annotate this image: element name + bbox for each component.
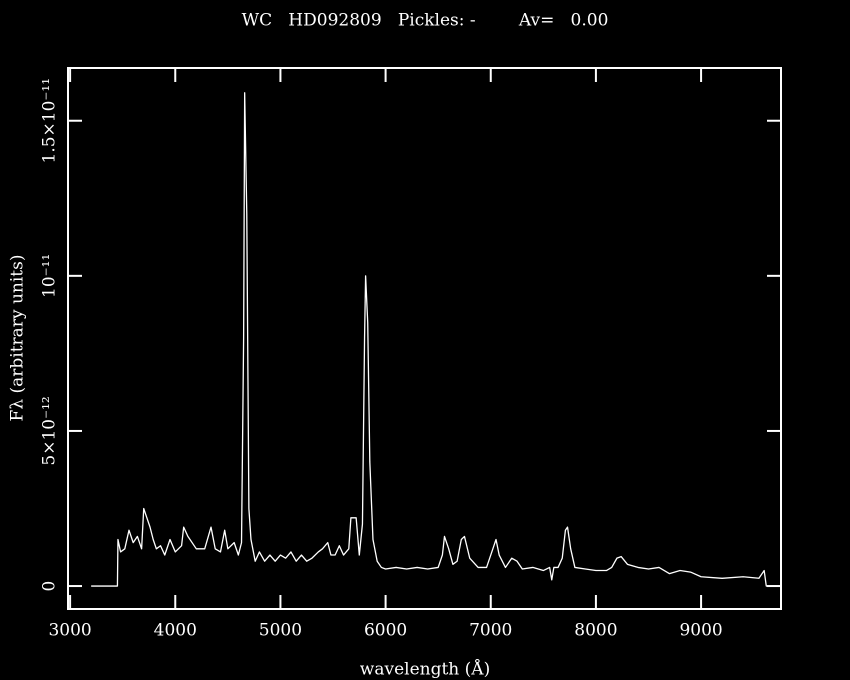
x-axis-label: wavelength (Å) (360, 659, 490, 680)
x-tick-label: 9000 (679, 621, 722, 641)
y-tick-label: 5×10⁻¹² (40, 396, 60, 465)
plot-frame (67, 67, 782, 610)
x-tick-label: 3000 (48, 621, 91, 641)
y-tick-label: 1.5×10⁻¹¹ (40, 78, 60, 164)
chart-title: WC HD092809 Pickles: - Av= 0.00 (242, 11, 609, 31)
y-axis-label: Fλ (arbitrary units) (8, 255, 28, 422)
x-tick-label: 5000 (259, 621, 302, 641)
x-tick-label: 4000 (154, 621, 197, 641)
x-tick-label: 6000 (364, 621, 407, 641)
y-tick-label: 10⁻¹¹ (40, 254, 60, 298)
x-tick-label: 8000 (574, 621, 617, 641)
y-tick-label: 0 (40, 581, 60, 592)
spectrum-line (91, 92, 781, 587)
x-tick-label: 7000 (469, 621, 512, 641)
